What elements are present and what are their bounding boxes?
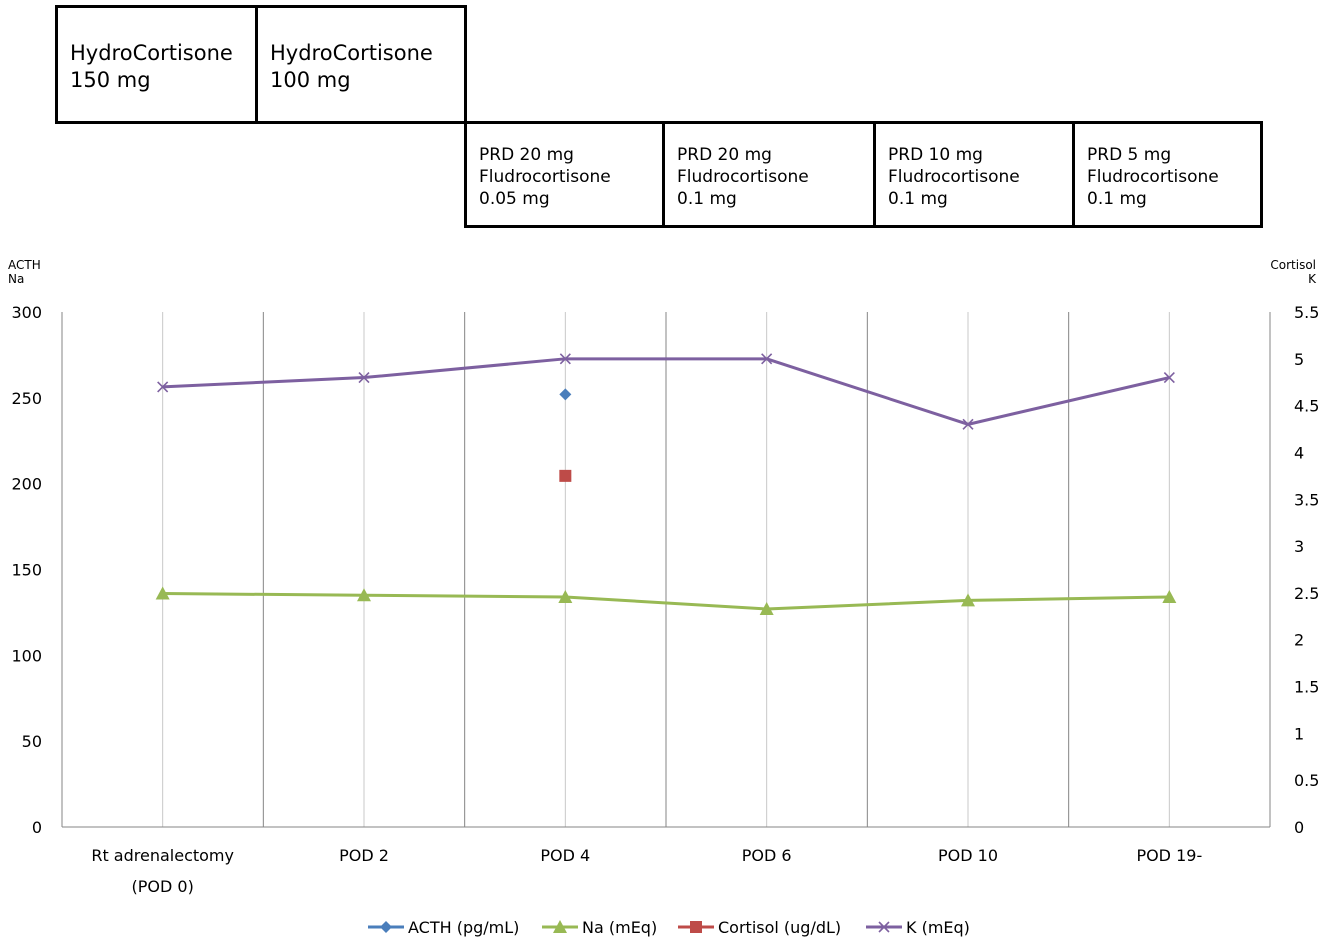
- left-tick-label: 50: [22, 732, 42, 751]
- category-label: POD 6: [742, 846, 792, 865]
- treatment-label: HydroCortisone 150 mg: [70, 41, 233, 92]
- left-tick-label: 0: [32, 818, 42, 837]
- x-stroke: [962, 418, 974, 430]
- data-point-square: [559, 469, 572, 482]
- data-point-x: [358, 371, 370, 384]
- right-tick-label: 5: [1294, 350, 1304, 369]
- legend-label: Na (mEq): [582, 918, 657, 937]
- data-point-triangle: [1162, 589, 1177, 603]
- legend-item: Cortisol (ug/dL): [678, 918, 841, 937]
- x-stroke: [761, 353, 773, 365]
- right-tick-label: 2: [1294, 631, 1304, 650]
- x-stroke: [1163, 371, 1175, 384]
- category-label: POD 2: [339, 846, 389, 865]
- treatment-label: HydroCortisone 100 mg: [270, 41, 433, 92]
- left-axis-title: ACTH Na: [8, 258, 41, 286]
- legend-label: ACTH (pg/mL): [408, 918, 519, 937]
- treatment-box-prd5-fludro01: PRD 5 mg Fludrocortisone 0.1 mg: [1072, 121, 1263, 228]
- right-tick-label: 3: [1294, 537, 1304, 556]
- x-stroke: [157, 381, 169, 393]
- left-tick-label: 200: [11, 475, 42, 494]
- category-label: (POD 0): [132, 877, 194, 896]
- x-stroke: [878, 921, 890, 933]
- series-diamond: [559, 388, 572, 401]
- series-triangle: [155, 586, 1177, 615]
- treatment-box-prd20-fludro01: PRD 20 mg Fludrocortisone 0.1 mg: [662, 121, 876, 228]
- chart-axes: 0 50 100 150 200 250 300 0 0.5 1 1.5 2 2.5 3 3.5 4 4.5 5 5…: [11, 303, 1319, 896]
- chart-series: [155, 353, 1177, 615]
- right-tick-label: 0: [1294, 818, 1304, 837]
- right-tick-label: 3.5: [1294, 490, 1319, 509]
- data-point-square: [690, 921, 702, 933]
- category-label: POD 4: [540, 846, 590, 865]
- treatment-label: PRD 20 mg Fludrocortisone 0.1 mg: [677, 145, 809, 209]
- x-stroke: [559, 353, 571, 365]
- chart-grid: [61, 312, 1271, 827]
- data-point-x: [559, 353, 571, 365]
- treatment-box-prd20-fludro005: PRD 20 mg Fludrocortisone 0.05 mg: [464, 121, 665, 228]
- right-tick-label: 1.5: [1294, 678, 1319, 697]
- data-point-x: [1163, 371, 1175, 384]
- left-tick-label: 100: [11, 646, 42, 665]
- left-tick-label: 150: [11, 561, 42, 580]
- data-point-x: [962, 418, 974, 430]
- data-point-triangle: [155, 586, 170, 600]
- right-tick-label: 2.5: [1294, 584, 1319, 603]
- left-tick-label: 250: [11, 389, 42, 408]
- right-tick-label: 4: [1294, 443, 1304, 462]
- right-tick-label: 4.5: [1294, 397, 1319, 416]
- legend-item: Na (mEq): [542, 918, 657, 937]
- treatment-label: PRD 20 mg Fludrocortisone 0.05 mg: [479, 145, 611, 209]
- category-label: POD 10: [938, 846, 998, 865]
- category-label: POD 19-: [1136, 846, 1202, 865]
- treatment-box-hydrocortisone-100: HydroCortisone 100 mg: [255, 5, 467, 124]
- series-square: [559, 469, 572, 482]
- series-line: [162, 357, 1170, 426]
- legend-item: ACTH (pg/mL): [368, 918, 519, 937]
- data-point-diamond: [559, 388, 572, 401]
- treatment-label: PRD 10 mg Fludrocortisone 0.1 mg: [888, 145, 1020, 209]
- category-label: Rt adrenalectomy: [91, 846, 234, 865]
- legend-item: K (mEq): [866, 918, 970, 937]
- data-point-x: [761, 353, 773, 365]
- right-tick-label: 1: [1294, 724, 1304, 743]
- series-line: [162, 592, 1170, 611]
- data-point-triangle: [357, 588, 371, 602]
- left-tick-label: 300: [11, 303, 42, 322]
- right-tick-label: 5.5: [1294, 303, 1319, 322]
- series-x: [157, 353, 1175, 430]
- data-point-x: [878, 921, 890, 933]
- data-point-diamond: [380, 921, 392, 933]
- legend-label: K (mEq): [906, 918, 970, 937]
- x-stroke: [358, 371, 370, 384]
- data-point-triangle: [961, 593, 975, 607]
- data-point-x: [157, 381, 169, 393]
- right-tick-label: 0.5: [1294, 771, 1319, 790]
- treatment-label: PRD 5 mg Fludrocortisone 0.1 mg: [1087, 145, 1219, 209]
- data-point-triangle: [558, 589, 573, 603]
- treatment-box-prd10-fludro01: PRD 10 mg Fludrocortisone 0.1 mg: [873, 121, 1075, 228]
- chart-legend: ACTH (pg/mL) Na (mEq) Cortisol (ug/dL) K (m…: [368, 918, 970, 937]
- data-point-triangle: [759, 601, 774, 615]
- legend-label: Cortisol (ug/dL): [718, 918, 841, 937]
- treatment-box-hydrocortisone-150: HydroCortisone 150 mg: [55, 5, 258, 124]
- data-point-triangle: [553, 920, 567, 933]
- right-axis-title: Cortisol K: [1270, 258, 1316, 286]
